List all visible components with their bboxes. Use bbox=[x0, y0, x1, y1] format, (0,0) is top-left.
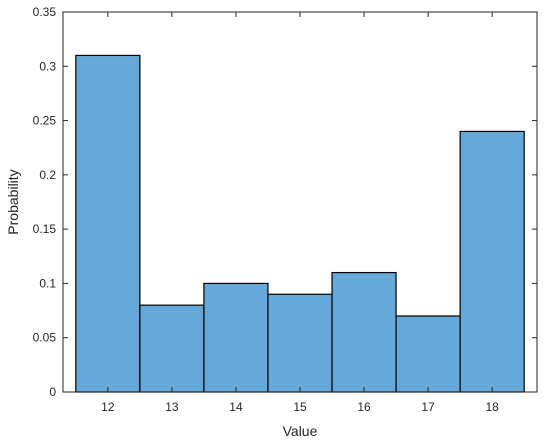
y-axis-ticks: 0 0.05 0.1 0.15 0.2 0.25 0.3 0.35 bbox=[33, 5, 537, 399]
plot-area-frame bbox=[62, 11, 538, 393]
y-tick-label: 0.2 bbox=[39, 168, 56, 182]
bar-16 bbox=[331, 271, 397, 393]
x-axis-ticks: 12 13 14 15 16 17 18 bbox=[101, 12, 499, 414]
x-tick-label: 16 bbox=[357, 400, 371, 414]
bar-14 bbox=[203, 282, 269, 393]
x-axis-label: Value bbox=[283, 423, 318, 439]
x-tick-label: 15 bbox=[293, 400, 307, 414]
y-tick-label: 0.1 bbox=[39, 276, 56, 290]
y-axis-label: Probability bbox=[5, 169, 21, 234]
x-tick-label: 18 bbox=[485, 400, 499, 414]
y-tick-label: 0.15 bbox=[33, 222, 57, 236]
y-tick-label: 0.05 bbox=[33, 331, 57, 345]
y-tick-label: 0 bbox=[49, 385, 56, 399]
bar-17 bbox=[395, 315, 461, 393]
y-tick-label: 0.3 bbox=[39, 59, 56, 73]
y-tick-label: 0.25 bbox=[33, 114, 57, 128]
bar-13 bbox=[139, 304, 205, 393]
bar-12 bbox=[75, 54, 141, 393]
x-tick-label: 13 bbox=[165, 400, 179, 414]
x-tick-label: 12 bbox=[101, 400, 115, 414]
bars-group bbox=[75, 54, 525, 393]
x-tick-label: 17 bbox=[421, 400, 435, 414]
bar-15 bbox=[267, 293, 333, 393]
y-tick-label: 0.35 bbox=[33, 5, 57, 19]
bar-18 bbox=[459, 130, 525, 393]
x-tick-label: 14 bbox=[229, 400, 243, 414]
